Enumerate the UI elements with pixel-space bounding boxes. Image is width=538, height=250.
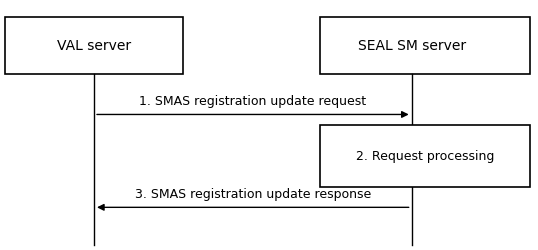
Bar — [320, 18, 530, 75]
Text: 1. SMAS registration update request: 1. SMAS registration update request — [139, 94, 366, 108]
Text: 2. Request processing: 2. Request processing — [356, 150, 494, 163]
Text: 3. SMAS registration update response: 3. SMAS registration update response — [134, 187, 371, 200]
Text: SEAL SM server: SEAL SM server — [358, 39, 465, 53]
Bar — [5, 18, 183, 75]
Bar — [320, 125, 530, 188]
Text: VAL server: VAL server — [57, 39, 131, 53]
